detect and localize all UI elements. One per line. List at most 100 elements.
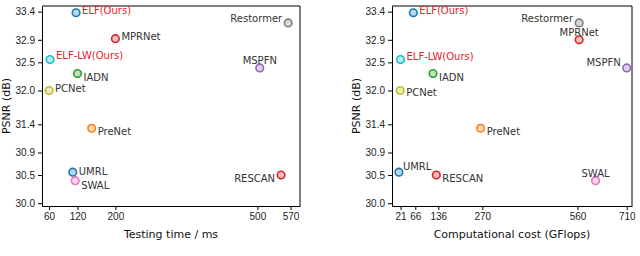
y-axis: 30.0 30.5 30.9 31.4 32.0 32.5 32.9 33.4 <box>16 6 43 209</box>
y-tick-mark <box>38 152 42 153</box>
point <box>397 56 405 64</box>
x-tick: 21 <box>395 206 407 222</box>
point-label: MSPFN <box>586 57 620 68</box>
x-axis: 2166136270560710 <box>393 206 637 222</box>
point <box>284 19 292 27</box>
x-tick-mark <box>78 206 79 210</box>
point-label: MSPFN <box>243 55 277 66</box>
point-label: ELF(Ours) <box>419 5 468 16</box>
y-tick-mark <box>388 175 392 176</box>
point-label: PreNet <box>98 126 132 137</box>
y-axis-title: PSNR (dB) <box>0 78 13 134</box>
frame <box>300 6 301 206</box>
y-tick-label: 30.0 <box>16 198 36 209</box>
point <box>623 64 631 72</box>
point-label: IADN <box>84 72 109 83</box>
point <box>72 9 80 17</box>
x-tick-label: 500 <box>250 211 267 222</box>
x-axis-title: Computational cost (GFlops) <box>434 228 591 241</box>
point <box>429 70 437 78</box>
y-tick: 31.4 <box>366 119 392 130</box>
x-tick-mark <box>291 206 292 210</box>
y-tick: 32.5 <box>16 57 42 68</box>
y-tick: 31.4 <box>16 119 42 130</box>
y-tick: 32.0 <box>16 85 42 96</box>
y-tick-label: 30.5 <box>16 170 36 181</box>
point <box>395 168 403 176</box>
y-tick-mark <box>388 152 392 153</box>
x-tick-label: 21 <box>395 211 407 222</box>
x-tick-label: 560 <box>570 211 587 222</box>
y-tick-label: 32.9 <box>16 35 36 46</box>
y-tick: 30.5 <box>16 170 42 181</box>
x-tick-label: 120 <box>70 211 87 222</box>
x-tick: 570 <box>283 206 300 222</box>
x-axis-line <box>43 206 301 207</box>
y-tick-label: 33.4 <box>16 6 36 17</box>
point-label: IADN <box>439 72 464 83</box>
x-tick-label: 60 <box>44 211 56 222</box>
point-label: PreNet <box>487 126 521 137</box>
chart: 216613627056071030.030.530.931.432.032.5… <box>350 5 636 241</box>
x-tick: 500 <box>250 206 267 222</box>
point <box>575 19 583 27</box>
point <box>477 124 485 132</box>
y-axis-line <box>392 7 393 207</box>
y-tick: 30.0 <box>366 198 392 209</box>
point-label: RESCAN <box>442 173 483 184</box>
point-labels: ELF(Ours)MPRNetRestormerELF-LW(Ours)IADN… <box>403 5 621 184</box>
figure: 6012020050057030.030.530.931.432.032.532… <box>0 0 640 256</box>
point-labels: ELF(Ours)MPRNetRestormerELF-LW(Ours)IADN… <box>55 5 283 191</box>
x-axis-title: Testing time / ms <box>123 228 218 241</box>
y-tick: 30.5 <box>366 170 392 181</box>
point-label: Restormer <box>521 13 574 24</box>
point-label: SWAL <box>81 180 110 191</box>
y-tick: 32.9 <box>366 35 392 46</box>
y-tick-mark <box>388 91 392 92</box>
y-tick-label: 32.5 <box>16 57 36 68</box>
frame <box>42 6 300 7</box>
y-tick-mark <box>38 124 42 125</box>
frame <box>632 6 633 206</box>
y-tick-label: 32.0 <box>366 85 386 96</box>
y-tick-label: 30.0 <box>366 198 386 209</box>
point-label: PCNet <box>55 83 86 94</box>
y-tick-mark <box>38 203 42 204</box>
point <box>88 124 96 132</box>
x-tick-label: 136 <box>430 211 447 222</box>
point-label: ELF(Ours) <box>82 5 131 16</box>
x-tick-label: 270 <box>474 211 491 222</box>
y-tick-label: 31.4 <box>16 119 36 130</box>
y-tick-mark <box>38 175 42 176</box>
y-tick-label: 33.4 <box>366 6 386 17</box>
point <box>112 35 120 43</box>
x-tick: 60 <box>44 206 56 222</box>
x-tick-mark <box>49 206 50 210</box>
y-tick: 30.0 <box>16 198 42 209</box>
x-tick: 66 <box>410 206 422 222</box>
y-tick-label: 32.5 <box>366 57 386 68</box>
y-tick: 30.9 <box>366 147 392 158</box>
y-tick-mark <box>388 203 392 204</box>
x-tick-label: 66 <box>410 211 422 222</box>
point-label: UMRL <box>403 161 432 172</box>
y-tick-label: 30.5 <box>366 170 386 181</box>
x-tick: 270 <box>474 206 491 222</box>
y-tick: 32.5 <box>366 57 392 68</box>
y-tick: 30.9 <box>16 147 42 158</box>
y-tick-label: 30.9 <box>16 147 36 158</box>
x-tick-mark <box>257 206 258 210</box>
x-tick-mark <box>577 206 578 210</box>
points <box>45 9 292 184</box>
point <box>277 171 285 179</box>
x-tick-mark <box>627 206 628 210</box>
point <box>71 177 79 185</box>
y-axis-title: PSNR (dB) <box>350 78 363 134</box>
y-tick-label: 31.4 <box>366 119 386 130</box>
y-tick-mark <box>38 91 42 92</box>
point-label: PCNet <box>406 87 437 98</box>
x-tick-mark <box>415 206 416 210</box>
points <box>395 9 630 184</box>
y-tick-label: 30.9 <box>366 147 386 158</box>
point-label: Restormer <box>230 13 283 24</box>
